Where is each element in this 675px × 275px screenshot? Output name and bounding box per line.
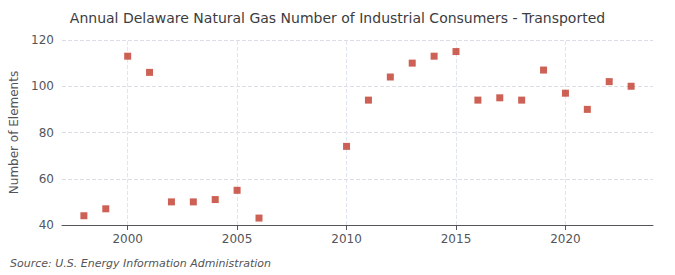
- svg-text:60: 60: [39, 172, 54, 186]
- svg-text:40: 40: [39, 218, 54, 232]
- svg-text:Source: U.S. Energy Informatio: Source: U.S. Energy Information Administ…: [10, 257, 271, 270]
- svg-text:Number of Elements: Number of Elements: [7, 71, 21, 194]
- svg-text:2005: 2005: [222, 232, 253, 246]
- svg-text:2020: 2020: [550, 232, 581, 246]
- svg-text:Annual Delaware Natural Gas Nu: Annual Delaware Natural Gas Number of In…: [70, 10, 605, 26]
- svg-text:2000: 2000: [112, 232, 143, 246]
- svg-text:100: 100: [31, 79, 54, 93]
- svg-text:2015: 2015: [441, 232, 472, 246]
- svg-text:120: 120: [31, 33, 54, 47]
- svg-text:80: 80: [39, 126, 54, 140]
- svg-text:2010: 2010: [331, 232, 362, 246]
